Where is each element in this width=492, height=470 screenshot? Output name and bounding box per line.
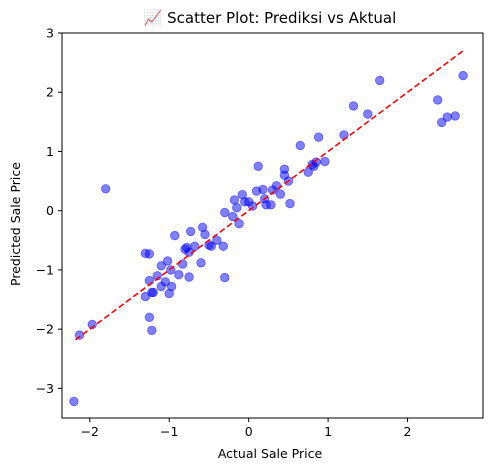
scatter-point — [266, 200, 276, 210]
scatter-point — [162, 256, 173, 266]
scatter-point — [285, 198, 295, 209]
scatter-point — [69, 396, 79, 407]
plot-area — [69, 50, 468, 407]
y-tick-label: −1 — [36, 262, 54, 277]
scatter-point — [185, 226, 196, 237]
scatter-point — [147, 325, 157, 336]
scatter-point — [375, 75, 385, 86]
y-tick-label: −2 — [36, 322, 54, 337]
scatter-point — [234, 218, 244, 229]
scatter-point — [189, 241, 200, 251]
scatter-point — [442, 112, 453, 122]
scatter-point — [229, 195, 240, 205]
scatter-point — [196, 258, 206, 268]
scatter-point — [156, 261, 167, 271]
y-tick-label: 1 — [46, 144, 54, 159]
scatter-point — [206, 241, 217, 251]
scatter-point — [74, 330, 85, 340]
scatter-point — [177, 259, 188, 269]
scatter-point — [220, 207, 230, 218]
y-tick-label: −3 — [36, 381, 54, 396]
scatter-point — [160, 277, 171, 287]
scatter-point — [247, 201, 258, 211]
scatter-point — [232, 202, 242, 213]
scatter-point — [458, 70, 468, 81]
scatter-point — [212, 235, 222, 246]
scatter-point — [275, 189, 286, 199]
chart-title: 📈 Scatter Plot: Prediksi vs Aktual — [144, 9, 397, 27]
x-tick-label: 1 — [324, 424, 332, 439]
y-axis-label: Predicted Sale Price — [8, 162, 23, 286]
scatter-point — [363, 109, 373, 119]
plot-frame — [61, 32, 484, 419]
x-axis-label: Actual Sale Price — [218, 446, 323, 461]
scatter-point — [170, 230, 180, 241]
scatter-point — [253, 161, 263, 172]
scatter-point — [433, 95, 443, 105]
scatter-point — [313, 132, 324, 142]
scatter-point — [303, 167, 313, 177]
scatter-point — [218, 241, 229, 251]
scatter-point — [271, 181, 282, 191]
scatter-point — [148, 287, 159, 298]
y-tick-label: 0 — [46, 203, 54, 218]
scatter-point — [220, 272, 230, 283]
scatter-point — [144, 275, 155, 286]
scatter-point — [100, 184, 111, 194]
scatter-point — [320, 156, 330, 167]
x-axis-ticks: −2 −1 0 1 2 — [81, 418, 412, 439]
scatter-point — [200, 229, 210, 240]
scatter-point — [295, 140, 306, 151]
scatter-point — [144, 312, 155, 323]
scatter-point — [228, 211, 238, 222]
scatter-point — [184, 272, 194, 282]
scatter-point — [174, 270, 184, 280]
scatter-point — [311, 157, 321, 167]
scatter-point — [450, 111, 460, 121]
scatter-point — [348, 101, 359, 111]
scatter-point — [166, 281, 177, 292]
y-axis-ticks: −3 −2 −1 0 1 2 3 — [36, 26, 62, 396]
x-tick-label: 2 — [404, 424, 412, 439]
x-tick-label: −2 — [81, 424, 99, 439]
scatter-point — [144, 249, 155, 259]
y-tick-label: 2 — [46, 85, 54, 100]
scatter-point — [258, 184, 268, 195]
x-tick-label: 0 — [245, 424, 253, 439]
x-tick-label: −1 — [160, 424, 178, 439]
y-tick-label: 3 — [46, 26, 54, 41]
